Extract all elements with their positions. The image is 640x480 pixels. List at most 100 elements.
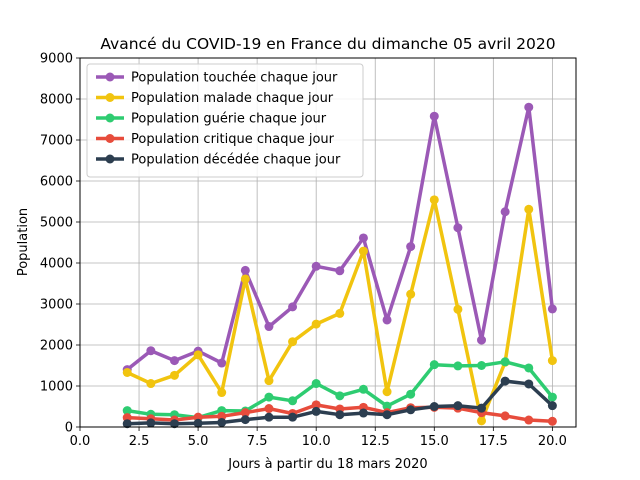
- data-point: [524, 379, 534, 389]
- x-tick-label: 5.0: [188, 434, 209, 449]
- y-axis-title: Population: [16, 208, 31, 276]
- data-point: [547, 392, 557, 402]
- data-point: [453, 304, 463, 314]
- data-point: [547, 304, 557, 314]
- data-point: [429, 402, 439, 411]
- data-point: [453, 401, 463, 411]
- legend-label: Population touchée chaque jour: [131, 71, 338, 86]
- data-point: [500, 376, 510, 386]
- y-tick-label: 8000: [40, 93, 73, 108]
- data-point: [217, 411, 227, 421]
- legend-swatch-marker: [105, 72, 115, 82]
- legend-item: Population malade chaque jour: [96, 91, 334, 106]
- data-point: [169, 419, 179, 429]
- data-point: [524, 102, 534, 112]
- x-tick-label: 20.0: [538, 434, 567, 449]
- y-tick-label: 9000: [40, 52, 73, 67]
- legend-swatch-marker: [105, 134, 115, 143]
- data-point: [335, 308, 345, 318]
- x-tick-label: 12.5: [361, 434, 390, 449]
- legend-box: [86, 63, 364, 178]
- data-point: [547, 416, 557, 426]
- data-point: [406, 389, 416, 399]
- data-point: [288, 412, 298, 422]
- data-point: [240, 415, 250, 425]
- data-point: [524, 415, 534, 425]
- data-point: [406, 289, 416, 299]
- legend-swatch-marker: [105, 113, 115, 123]
- y-tick-label: 1000: [40, 380, 73, 395]
- data-point: [358, 246, 368, 256]
- data-point: [288, 396, 298, 406]
- plot-frame: [79, 57, 577, 428]
- data-point: [193, 418, 203, 428]
- data-point: [264, 376, 274, 386]
- data-point: [169, 356, 179, 366]
- data-point: [547, 401, 557, 411]
- data-point: [122, 413, 132, 423]
- data-point: [311, 400, 321, 410]
- data-point: [335, 391, 345, 401]
- legend-label: Population décédée chaque jour: [131, 153, 341, 168]
- legend: Population touchée chaque jour Population…: [86, 63, 364, 178]
- data-point: [193, 412, 203, 422]
- data-point: [288, 302, 298, 312]
- data-point: [240, 265, 250, 275]
- data-point: [477, 361, 487, 370]
- data-point: [146, 346, 156, 356]
- data-point: [382, 401, 392, 411]
- data-point: [477, 416, 487, 426]
- data-point: [335, 410, 345, 420]
- series-layer: [122, 102, 557, 429]
- y-tick-label: 6000: [40, 175, 73, 190]
- x-axis-ticks: 0.0 2.5 5.0 7.5 10.0 12.5 15.0 17.5 20.0: [70, 427, 567, 449]
- y-tick-label: 0: [65, 421, 73, 436]
- data-point: [217, 388, 227, 398]
- legend-item: Population décédée chaque jour: [96, 153, 341, 168]
- data-point: [429, 360, 439, 370]
- data-point: [500, 411, 510, 421]
- legend-label: Population critique chaque jour: [131, 132, 335, 147]
- legend-swatch-marker: [105, 154, 115, 164]
- x-tick-label: 2.5: [129, 434, 150, 449]
- data-point: [169, 370, 179, 380]
- data-point: [500, 357, 510, 367]
- legend-item: Population touchée chaque jour: [96, 71, 338, 86]
- data-point: [358, 233, 368, 243]
- data-point: [429, 111, 439, 121]
- legend-item: Population guérie chaque jour: [96, 112, 327, 127]
- x-tick-label: 10.0: [302, 434, 331, 449]
- data-point: [477, 403, 487, 413]
- data-point: [311, 379, 321, 389]
- legend-item: Population critique chaque jour: [96, 132, 335, 147]
- y-axis-ticks: 0 1000 2000 3000 4000 5000 6000 7000 8000 9000: [40, 52, 80, 436]
- legend-swatch-marker: [105, 93, 115, 102]
- data-point: [311, 406, 321, 416]
- chart-title: Avancé du COVID-19 en France du dimanche…: [100, 35, 555, 53]
- data-point: [335, 266, 345, 276]
- data-point: [358, 384, 368, 394]
- data-point: [217, 417, 227, 427]
- x-axis-title: Jours à partir du 18 mars 2020: [227, 457, 427, 472]
- data-point: [217, 358, 227, 368]
- data-point: [264, 412, 274, 422]
- data-point: [146, 379, 156, 389]
- data-point: [240, 408, 250, 418]
- data-point: [429, 195, 439, 205]
- data-point: [146, 418, 156, 428]
- data-point: [311, 261, 321, 271]
- data-point: [122, 419, 132, 429]
- data-point: [500, 207, 510, 217]
- y-tick-label: 4000: [40, 257, 73, 272]
- x-tick-label: 17.5: [479, 434, 508, 449]
- data-point: [358, 408, 368, 418]
- data-point: [382, 315, 392, 325]
- x-tick-label: 7.5: [247, 434, 268, 449]
- data-point: [311, 319, 321, 329]
- data-point: [240, 274, 250, 284]
- data-point: [406, 405, 416, 415]
- data-point: [264, 322, 274, 332]
- x-tick-label: 0.0: [70, 434, 91, 449]
- data-point: [524, 363, 534, 373]
